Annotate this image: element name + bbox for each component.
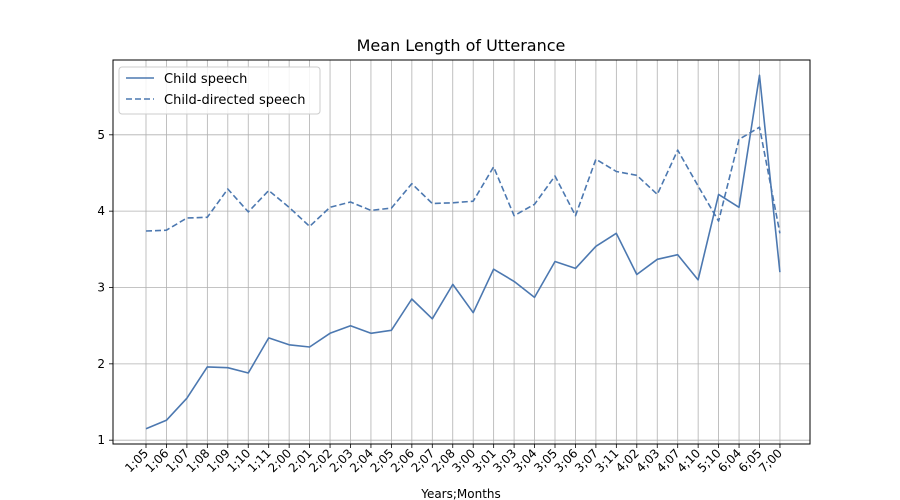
- y-axis: 1 2 3 4 5: [97, 128, 113, 447]
- x-axis-label: Years;Months: [420, 487, 501, 500]
- series-lines: [145, 74, 781, 430]
- series-line-child-speech: [145, 74, 781, 430]
- chart-title: Mean Length of Utterance: [357, 36, 566, 55]
- legend-label-child-directed-speech: Child-directed speech: [164, 93, 305, 108]
- y-tick-label: 3: [97, 280, 105, 294]
- legend: Child speech Child-directed speech: [118, 66, 321, 115]
- y-tick-label: 4: [97, 204, 105, 218]
- plot-frame: [112, 59, 811, 445]
- series-line-child-directed-speech: [145, 126, 781, 234]
- y-tick-label: 5: [97, 128, 105, 142]
- y-tick-label: 1: [97, 433, 105, 447]
- legend-box: [118, 66, 321, 115]
- legend-label-child-speech: Child speech: [164, 72, 247, 87]
- y-tick-label: 2: [97, 357, 105, 371]
- grid: [113, 60, 810, 444]
